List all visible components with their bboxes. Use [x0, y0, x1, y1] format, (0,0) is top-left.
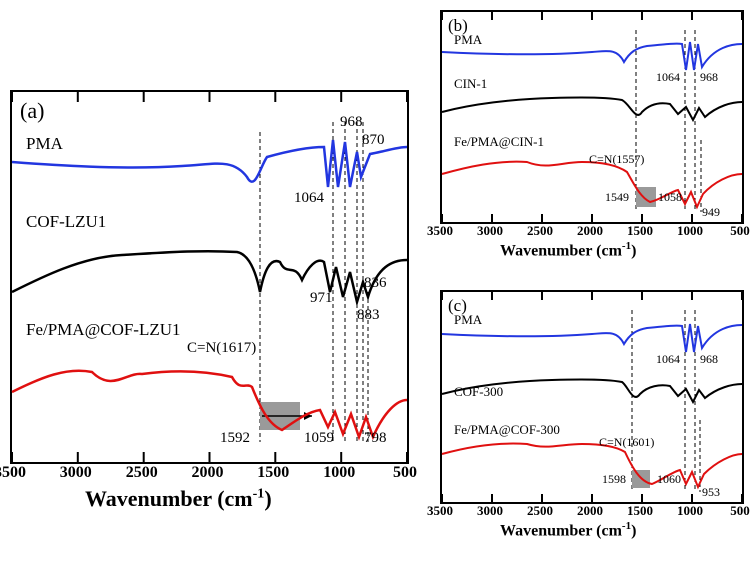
xaxis-label-a-sup: -1 [253, 487, 265, 502]
xtick-c-3500: 3500 [427, 503, 453, 519]
xaxis-label-b-close: ) [631, 242, 636, 259]
panel-b-cin-curve [442, 97, 742, 120]
xaxis-label-a: Wavenumber (cm-1) [85, 486, 272, 512]
xtick-c-2500: 2500 [527, 503, 553, 519]
xtick-a-1000: 1000 [323, 464, 355, 482]
peak-b-1058: 1058 [658, 190, 682, 205]
panel-a-pma-label: PMA [26, 134, 63, 154]
peak-b-1549: 1549 [605, 190, 629, 205]
panel-b: (b) PMA CIN-1 Fe/PMA@CIN-1 1064 968 C=N(… [440, 10, 744, 224]
peak-c-1060: 1060 [657, 472, 681, 487]
peak-b-949: 949 [702, 205, 720, 220]
peak-c-1598: 1598 [602, 472, 626, 487]
xtick-a-1500: 1500 [257, 464, 289, 482]
xtick-c-1500: 1500 [627, 503, 653, 519]
peak-a-971: 971 [310, 290, 333, 307]
xtick-a-3500: 3500 [0, 464, 26, 482]
panel-a-svg [12, 92, 407, 462]
xtick-c-500: 500 [730, 503, 750, 519]
xtick-b-500: 500 [730, 223, 750, 239]
panel-c-guides [632, 310, 700, 492]
xtick-a-2000: 2000 [192, 464, 224, 482]
panel-c: (c) PMA COF-300 Fe/PMA@COF-300 1064 968 … [440, 290, 744, 504]
panel-c-cof-label: COF-300 [454, 384, 503, 400]
panel-b-highlight [636, 187, 656, 207]
xaxis-label-a-close: ) [264, 486, 271, 511]
xaxis-label-b-txt: Wavenumber (cm [500, 242, 622, 259]
peak-a-1592: 1592 [220, 430, 250, 447]
panel-a-fe-label: Fe/PMA@COF-LZU1 [26, 320, 181, 340]
xaxis-label-a-txt: Wavenumber (cm [85, 486, 253, 511]
xtick-c-1000: 1000 [677, 503, 703, 519]
panel-b-ticks [442, 12, 742, 222]
peak-c-cneq: C=N(1601) [599, 435, 654, 450]
peak-c-1064: 1064 [656, 352, 680, 367]
xtick-a-3000: 3000 [60, 464, 92, 482]
peak-a-968: 968 [340, 114, 363, 131]
panel-b-cin-label: CIN-1 [454, 76, 487, 92]
panel-c-fe-curve [442, 444, 742, 487]
peak-c-968: 968 [700, 352, 718, 367]
xtick-b-1500: 1500 [627, 223, 653, 239]
peak-b-968: 968 [700, 70, 718, 85]
panel-a: (a) PMA COF-LZU1 Fe/PMA@COF-LZU1 1064 96… [10, 90, 409, 464]
peak-a-cneq: C=N(1617) [187, 340, 256, 357]
xtick-b-2000: 2000 [577, 223, 603, 239]
peak-a-798: 798 [364, 430, 387, 447]
xaxis-label-b-sup: -1 [622, 240, 631, 252]
panel-b-pma-label: PMA [454, 32, 482, 48]
panel-a-pma-curve [12, 140, 407, 187]
xtick-b-3500: 3500 [427, 223, 453, 239]
panel-c-pma-label: PMA [454, 312, 482, 328]
xtick-a-2500: 2500 [126, 464, 158, 482]
peak-b-cneq: C=N(1557) [589, 152, 644, 167]
xtick-c-3000: 3000 [477, 503, 503, 519]
peak-a-883: 883 [357, 307, 380, 324]
xaxis-label-c: Wavenumber (cm-1) [500, 520, 636, 540]
xaxis-label-b: Wavenumber (cm-1) [500, 240, 636, 260]
xtick-b-2500: 2500 [527, 223, 553, 239]
xaxis-label-c-close: ) [631, 522, 636, 539]
panel-b-fe-curve [442, 162, 742, 207]
peak-b-1064: 1064 [656, 70, 680, 85]
peak-a-870: 870 [362, 132, 385, 149]
panel-c-pma-curve [442, 324, 742, 352]
xtick-c-2000: 2000 [577, 503, 603, 519]
peak-a-1059: 1059 [304, 430, 334, 447]
peak-a-1064: 1064 [294, 190, 324, 207]
xtick-b-1000: 1000 [677, 223, 703, 239]
panel-a-cof-curve [12, 251, 407, 302]
panel-a-letter: (a) [20, 98, 44, 124]
xaxis-label-c-txt: Wavenumber (cm [500, 522, 622, 539]
panel-a-fe-curve [12, 371, 407, 437]
panel-c-fe-label: Fe/PMA@COF-300 [454, 422, 560, 438]
peak-c-953: 953 [702, 485, 720, 500]
panel-a-cof-label: COF-LZU1 [26, 212, 106, 232]
xaxis-label-c-sup: -1 [622, 520, 631, 532]
panel-b-svg [442, 12, 742, 222]
xtick-b-3000: 3000 [477, 223, 503, 239]
peak-a-836: 836 [364, 275, 387, 292]
xtick-a-500: 500 [393, 464, 417, 482]
panel-b-pma-curve [442, 42, 742, 70]
panel-b-fe-label: Fe/PMA@CIN-1 [454, 134, 544, 150]
